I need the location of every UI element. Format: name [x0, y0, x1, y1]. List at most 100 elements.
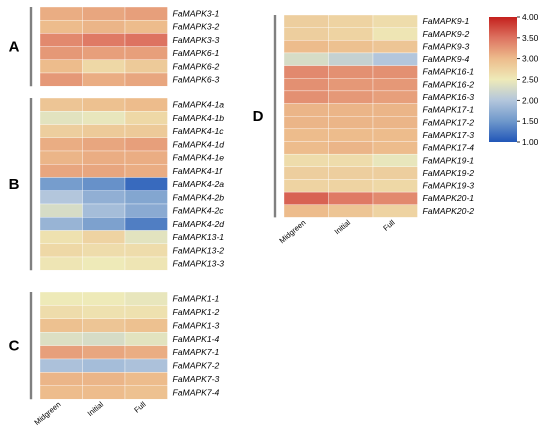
- heatmap-cell: [124, 345, 168, 360]
- heatmap-cell: [372, 103, 418, 117]
- heatmap-cell: [82, 33, 126, 47]
- row-label: FaMAPK4-1b: [173, 113, 225, 123]
- panel-letter-a: A: [9, 39, 20, 56]
- heatmap-cell: [39, 358, 83, 373]
- row-label: FaMAPK17-3: [423, 130, 475, 140]
- heatmap-cell: [283, 116, 329, 130]
- heatmap-cell: [39, 332, 83, 346]
- colorbar-tick-label: 1.00: [522, 137, 539, 147]
- heatmap-cell: [82, 59, 126, 74]
- colorbar-tick-label: 3.50: [522, 33, 539, 43]
- heatmap-cell: [124, 72, 168, 87]
- heatmap-cell: [39, 33, 83, 47]
- heatmap-cell: [82, 150, 126, 165]
- row-label: FaMAPK7-1: [173, 347, 220, 357]
- row-label: FaMAPK7-3: [173, 374, 220, 384]
- heatmap-cell: [372, 116, 418, 130]
- heatmap-cell: [328, 141, 374, 155]
- row-label: FaMAPK6-1: [173, 48, 220, 58]
- row-label: FaMAPK17-2: [423, 117, 475, 127]
- heatmap-cell: [39, 177, 83, 191]
- heatmap-cell: [283, 40, 329, 54]
- heatmap-cell: [124, 291, 168, 306]
- heatmap-cell: [372, 52, 418, 66]
- row-label: FaMAPK4-1a: [173, 100, 225, 110]
- heatmap-cell: [82, 177, 126, 191]
- heatmap-cell: [283, 153, 329, 167]
- heatmap-cell: [372, 141, 418, 155]
- row-label: FaMAPK16-3: [423, 92, 475, 102]
- heatmap-cell: [39, 372, 83, 386]
- row-label: FaMAPK1-1: [173, 294, 220, 304]
- heatmap-cell: [328, 153, 374, 167]
- row-label: FaMAPK16-2: [423, 79, 475, 89]
- heatmap-cell: [283, 27, 329, 41]
- heatmap-cell: [283, 52, 329, 66]
- heatmap-cell: [39, 203, 83, 218]
- row-label: FaMAPK4-2c: [173, 206, 225, 216]
- row-label: FaMAPK13-2: [173, 245, 225, 255]
- column-label: Midgreen: [277, 218, 307, 245]
- heatmap-cell: [124, 256, 168, 271]
- heatmap-cell: [372, 40, 418, 54]
- heatmap-cell: [82, 345, 126, 360]
- heatmap-cell: [124, 150, 168, 165]
- heatmap-cell: [82, 6, 126, 21]
- panel-letter-c: C: [9, 338, 20, 355]
- heatmap-cell: [372, 14, 418, 28]
- heatmap-cell: [124, 217, 168, 231]
- heatmap-cell: [372, 204, 418, 218]
- heatmap-cell: [124, 385, 168, 400]
- row-label: FaMAPK4-1f: [173, 166, 224, 176]
- heatmap-cell: [39, 243, 83, 258]
- row-label: FaMAPK17-4: [423, 143, 475, 153]
- heatmap-cell: [283, 166, 329, 180]
- heatmap-cell: [328, 166, 374, 180]
- heatmap-cell: [82, 372, 126, 386]
- heatmap-cell: [39, 150, 83, 165]
- panel-letter-b: B: [9, 176, 20, 193]
- heatmap-cell: [124, 20, 168, 34]
- heatmap-cell: [82, 137, 126, 152]
- heatmap-cell: [39, 124, 83, 138]
- heatmap-cell: [39, 291, 83, 306]
- heatmap-cell: [372, 191, 418, 205]
- heatmap-cell: [328, 40, 374, 54]
- heatmap-cell: [82, 332, 126, 346]
- heatmap-cell: [39, 72, 83, 87]
- heatmap-cell: [82, 46, 126, 60]
- heatmap-cell: [39, 318, 83, 333]
- heatmap-cell: [124, 305, 168, 319]
- heatmap-cell: [39, 97, 83, 112]
- column-label: Full: [381, 218, 396, 233]
- heatmap-cell: [124, 230, 168, 244]
- heatmap-cell: [372, 90, 418, 104]
- heatmap-cell: [39, 111, 83, 125]
- heatmap-cell: [82, 385, 126, 400]
- heatmap-cell: [82, 318, 126, 333]
- heatmap-cell: [372, 166, 418, 180]
- row-label: FaMAPK6-3: [173, 75, 220, 85]
- row-label: FaMAPK16-1: [423, 67, 475, 77]
- row-label: FaMAPK3-2: [173, 22, 220, 32]
- heatmap-cell: [328, 103, 374, 117]
- row-label: FaMAPK7-2: [173, 361, 220, 371]
- heatmap-cell: [82, 358, 126, 373]
- heatmap-cell: [82, 217, 126, 231]
- heatmap-cell: [82, 20, 126, 34]
- row-label: FaMAPK4-1e: [173, 153, 225, 163]
- colorbar-tick-label: 2.50: [522, 75, 539, 85]
- heatmap-cell: [283, 191, 329, 205]
- row-label: FaMAPK9-4: [423, 54, 470, 64]
- heatmap-cell: [39, 230, 83, 244]
- heatmap-cell: [39, 305, 83, 319]
- heatmap-cell: [124, 33, 168, 47]
- row-label: FaMAPK6-2: [173, 61, 220, 71]
- heatmap-cell: [328, 116, 374, 130]
- heatmap-cell: [82, 243, 126, 258]
- row-label: FaMAPK4-2a: [173, 179, 225, 189]
- heatmap-cell: [82, 164, 126, 178]
- heatmap-cell: [82, 305, 126, 319]
- row-label: FaMAPK1-3: [173, 320, 220, 330]
- heatmap-cell: [39, 217, 83, 231]
